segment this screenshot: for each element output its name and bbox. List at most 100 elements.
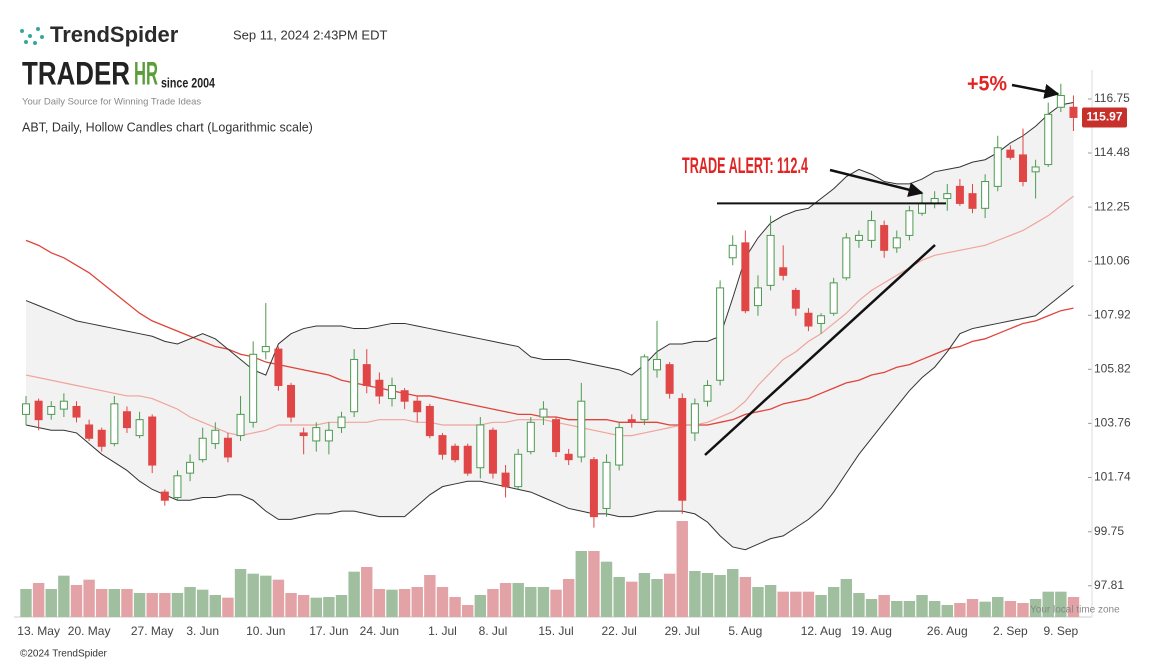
candle-body	[627, 419, 636, 423]
candle-body	[791, 289, 800, 309]
candle-body	[249, 353, 258, 423]
volume-bar	[878, 595, 890, 617]
last-price-label: 115.97	[1086, 110, 1122, 124]
x-tick-label: 27. May	[131, 624, 174, 638]
logo-since: since 2004	[161, 75, 215, 91]
x-tick-label: 9. Sep	[1043, 624, 1078, 638]
candle-body	[198, 437, 207, 461]
candle-body	[842, 237, 851, 279]
volume-bar	[575, 551, 587, 617]
candle-body	[223, 437, 232, 458]
candle-body	[236, 413, 245, 437]
candle-body	[148, 416, 157, 466]
candle-body	[577, 400, 586, 458]
candle-body	[905, 210, 914, 236]
candle-body	[97, 429, 106, 447]
volume-bar	[398, 589, 411, 617]
candle-body	[287, 384, 296, 418]
volume-bar	[234, 569, 247, 617]
volume-bar	[209, 595, 222, 617]
volume-bar	[108, 589, 121, 617]
candle-body	[501, 472, 510, 488]
candle-body	[1069, 106, 1078, 118]
candle-body	[312, 427, 321, 442]
candle-body	[160, 491, 169, 501]
candle-body	[47, 405, 56, 415]
volume-bar	[689, 571, 701, 617]
volume-bar	[928, 601, 941, 617]
candle-body	[451, 445, 460, 461]
candle-body	[766, 234, 775, 286]
volume-bar	[487, 589, 499, 617]
x-tick-label: 2. Sep	[993, 624, 1028, 638]
volume-bar	[865, 599, 878, 617]
volume-bar	[45, 589, 57, 617]
candle-body	[375, 379, 384, 397]
x-tick-label: 24. Jun	[360, 624, 399, 638]
candle-body	[690, 403, 699, 434]
volume-bar	[638, 573, 651, 617]
candle-body	[135, 419, 144, 437]
x-tick-label: 15. Jul	[538, 624, 573, 638]
volume-bar	[222, 597, 234, 617]
x-tick-label: 13. May	[17, 624, 60, 638]
volume-bar	[979, 601, 991, 617]
copyright: ©2024 TrendSpider	[20, 649, 108, 660]
candle-body	[955, 185, 964, 204]
x-tick-label: 17. Jun	[309, 624, 348, 638]
volume-bar	[1017, 603, 1029, 617]
candle-body	[72, 405, 81, 418]
candle-body	[817, 315, 826, 324]
candle-body	[854, 234, 863, 241]
volume-bar	[146, 593, 158, 617]
band-upper	[25, 102, 1074, 376]
brand-icon	[20, 27, 44, 45]
volume-bar	[361, 567, 373, 617]
volume-bar	[1004, 601, 1017, 617]
candle-body	[173, 475, 182, 499]
y-tick-label: 101.74	[1094, 470, 1131, 484]
candle-body	[753, 287, 762, 307]
annotation-arrow	[829, 168, 924, 198]
volume-bar	[297, 595, 310, 617]
volume-bar	[600, 561, 613, 617]
volume-bar	[626, 581, 638, 617]
candle-body	[362, 364, 371, 386]
x-tick-label: 12. Aug	[801, 624, 842, 638]
x-tick-label: 20. May	[68, 624, 111, 638]
volume-bar	[853, 593, 865, 617]
candle-body	[122, 411, 131, 429]
volume-bar	[752, 587, 764, 617]
gain-label: +5%	[967, 73, 1007, 96]
volume-bar	[159, 593, 171, 617]
volume-bar	[348, 571, 360, 617]
candle-body	[1018, 154, 1027, 182]
volume-bar	[512, 583, 524, 617]
alert-label: TRADE ALERT: 112.4	[682, 153, 808, 178]
volume-bar	[537, 587, 550, 617]
candle-body	[110, 403, 119, 445]
candle-body	[387, 384, 396, 400]
volume-bar	[323, 597, 335, 617]
candle-body	[425, 405, 434, 437]
x-tick-label: 8. Jul	[479, 624, 508, 638]
candle-body	[728, 244, 737, 259]
volume-bar	[449, 597, 461, 617]
x-tick-label: 29. Jul	[665, 624, 700, 638]
candle-body	[602, 461, 611, 509]
x-tick-label: 1. Jul	[428, 624, 457, 638]
candle-body	[779, 267, 788, 276]
volume-bar	[499, 583, 512, 617]
trend-line	[704, 244, 936, 456]
volume-bar	[903, 601, 916, 617]
volume-bar	[777, 591, 789, 617]
candle-body	[22, 403, 31, 415]
sma-line	[25, 239, 1074, 426]
volume-bar	[676, 521, 688, 617]
candle-body	[993, 147, 1002, 187]
y-tick-label: 99.75	[1094, 524, 1124, 538]
volume-bar	[1029, 599, 1042, 617]
chart-title: ABT, Daily, Hollow Candles chart (Logari…	[22, 120, 313, 134]
candle-body	[186, 461, 195, 474]
